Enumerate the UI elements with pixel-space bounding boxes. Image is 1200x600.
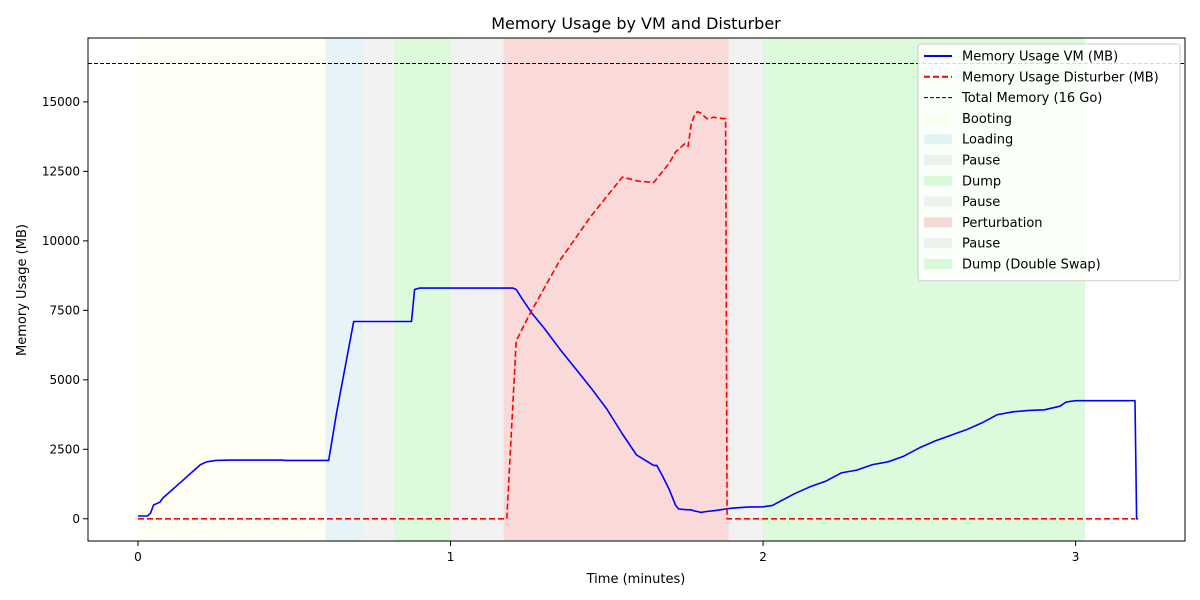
legend-patch-swatch [924,259,952,269]
legend-label: Booting [962,112,1012,127]
legend-patch-swatch [924,175,952,186]
legend-label: Pause [962,195,1000,210]
phase-band-5 [503,38,729,541]
legend-label: Total Memory (16 Go) [961,91,1102,106]
legend-label: Memory Usage VM (MB) [962,50,1118,65]
legend-label: Dump (Double Swap) [962,258,1101,273]
y-axis-label: Memory Usage (MB) [15,224,30,356]
y-tick-label: 2500 [49,442,80,456]
y-tick-label: 5000 [49,373,80,387]
y-tick-label: 10000 [42,234,80,248]
phase-band-1 [325,38,364,541]
phase-band-2 [363,38,395,541]
y-tick-label: 12500 [42,164,80,178]
chart-title: Memory Usage by VM and Disturber [491,14,781,33]
axes: 0 1 2 3 0 2500 5000 7500 10000 12500 15000 [42,37,1186,564]
plot-frame [87,37,1186,542]
legend-label: Loading [962,133,1013,148]
legend-label: Memory Usage Disturber (MB) [962,70,1159,85]
legend-label: Pause [962,237,1000,252]
legend-label: Perturbation [962,216,1043,231]
y-tick-label: 0 [72,512,80,526]
y-tick-label: 15000 [42,95,80,109]
series-line-0 [138,287,1139,520]
legend-label: Pause [962,154,1000,169]
phase-band-3 [394,38,451,541]
legend-patch-swatch [924,113,952,124]
phase-band-6 [728,38,764,541]
x-axis-label: Time (minutes) [586,572,686,587]
legend-patch-swatch [924,217,952,228]
x-tick-label: 0 [134,550,142,564]
legend-patch-swatch [924,155,952,165]
legend: Memory Usage VM (MB) Memory Usage Disturb… [917,43,1181,282]
x-tick-label: 2 [759,550,767,564]
x-tick-label: 3 [1072,550,1080,564]
legend-patch-swatch [924,196,952,207]
legend-label: Dump [962,174,1001,189]
legend-patch-swatch [924,238,952,249]
phase-band-4 [450,38,504,541]
legend-patch-swatch [924,134,952,145]
phase-band-0 [138,38,326,541]
x-tick-label: 1 [447,550,455,564]
series-line-1 [138,110,1135,520]
y-tick-label: 7500 [49,303,80,317]
legend-box [917,43,1181,282]
